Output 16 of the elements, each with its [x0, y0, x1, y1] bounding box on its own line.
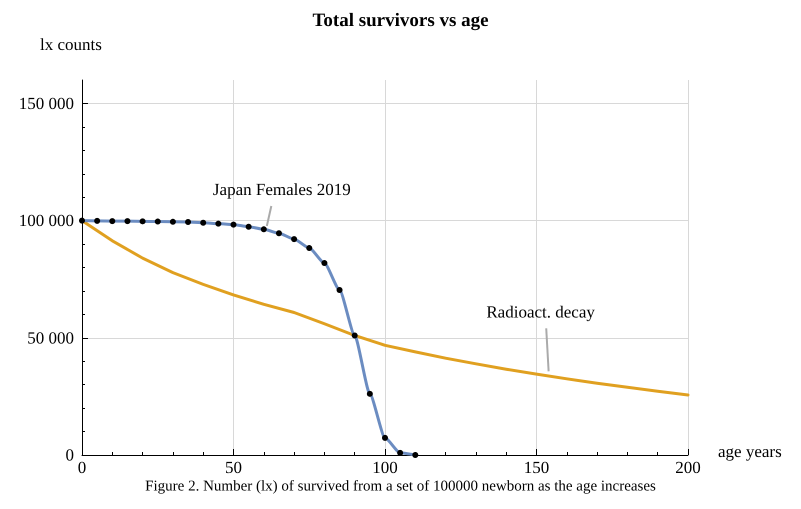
x-tick-label: 50 — [225, 458, 242, 477]
x-axis-title: age years — [718, 442, 782, 461]
y-axis-title: lx counts — [40, 35, 102, 54]
y-tick-label: 150 000 — [18, 94, 74, 113]
y-tick-label: 100 000 — [18, 211, 74, 230]
x-tick-label: 200 — [675, 458, 701, 477]
line-series — [80, 219, 690, 396]
y-tick-label: 0 — [66, 446, 74, 464]
x-tick-label: 150 — [524, 458, 550, 477]
chart-title: Total survivors vs age — [312, 10, 489, 31]
x-tick-label: 100 — [372, 458, 398, 477]
caption: Figure 2. Number (lx) of survived from a set of 100000 newborn as the age increases — [145, 478, 656, 494]
annotation: Japan Females 2019 — [212, 180, 351, 199]
y-tick-label: 50 000 — [27, 328, 74, 348]
annotation: Radioact. decay — [486, 302, 596, 322]
x-tick-label: 0 — [78, 458, 86, 477]
